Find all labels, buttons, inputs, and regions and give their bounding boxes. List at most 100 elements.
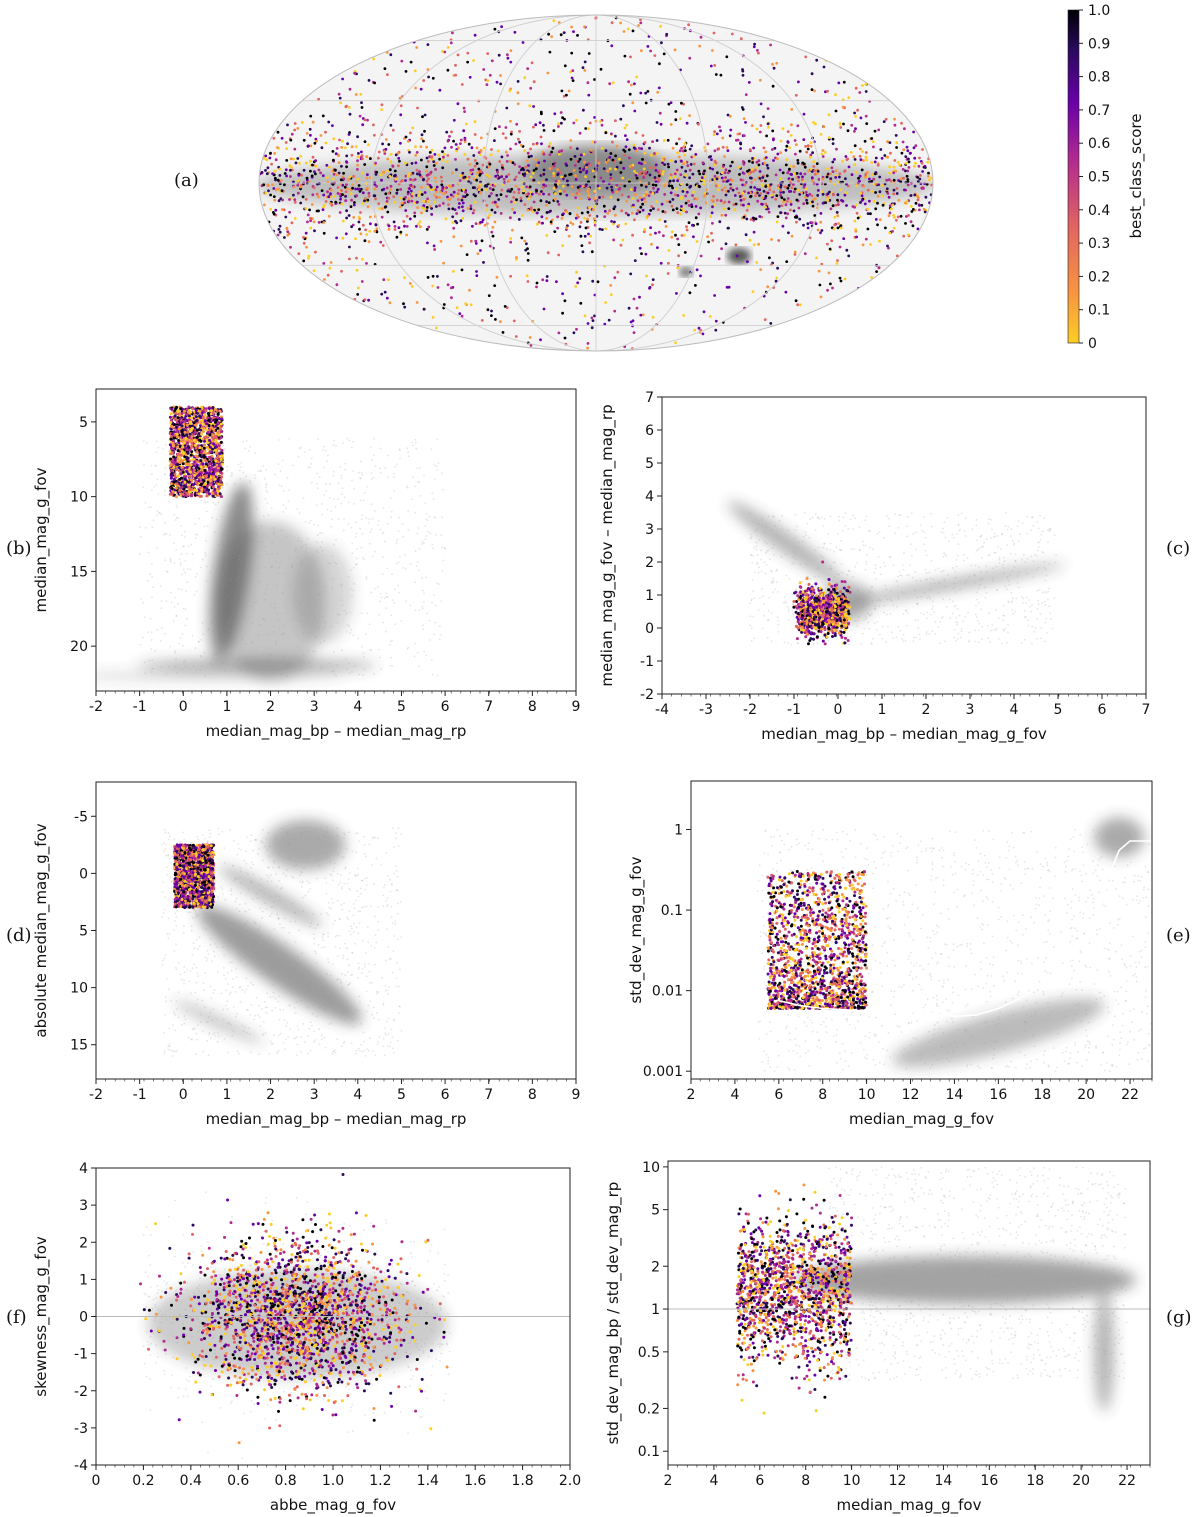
- background-point: [414, 438, 417, 441]
- sky-map-point: [656, 177, 660, 180]
- sky-map-point: [792, 172, 796, 176]
- sky-map-point: [479, 148, 483, 152]
- sky-map-point: [389, 53, 393, 57]
- sky-map-point: [421, 206, 424, 210]
- sky-map-point: [630, 83, 633, 87]
- background-point: [265, 588, 268, 590]
- sky-map-point: [796, 303, 800, 307]
- sky-map-point: [756, 191, 759, 195]
- sky-map-point: [636, 209, 640, 212]
- sky-map-point: [648, 173, 652, 177]
- sky-map-point: [545, 200, 548, 204]
- sky-map-point: [618, 187, 622, 190]
- highlighted-point: [184, 436, 188, 440]
- background-point: [245, 643, 248, 646]
- sky-map-point: [551, 146, 555, 150]
- sky-map-point: [480, 188, 484, 192]
- sky-map-point: [410, 285, 414, 288]
- sky-map-point: [418, 225, 422, 229]
- sky-map-point: [358, 114, 362, 118]
- sky-map-point: [752, 243, 756, 247]
- sky-map-point: [473, 33, 477, 37]
- sky-map-point: [405, 214, 409, 218]
- background-point: [150, 506, 152, 509]
- sky-map-point: [767, 210, 771, 214]
- sky-map-point: [811, 200, 814, 204]
- sky-map-point: [354, 93, 358, 96]
- sky-map-point: [367, 143, 370, 147]
- sky-map-point: [905, 215, 908, 218]
- sky-map-point: [874, 156, 878, 160]
- background-point: [343, 518, 345, 520]
- sky-map-point: [540, 215, 544, 219]
- sky-map-point: [267, 189, 270, 193]
- sky-map-point: [500, 25, 503, 29]
- sky-map-point: [855, 184, 859, 188]
- background-point: [351, 542, 354, 545]
- sky-map-point: [806, 222, 810, 226]
- background-point: [383, 540, 386, 543]
- sky-map-point: [314, 250, 317, 254]
- sky-map-point: [576, 206, 580, 210]
- background-point: [346, 667, 348, 670]
- background-point: [226, 483, 229, 486]
- sky-map-point: [644, 172, 648, 175]
- sky-map-point: [359, 211, 362, 214]
- sky-map-point: [399, 104, 403, 108]
- sky-map-point: [274, 208, 278, 212]
- highlighted-point: [207, 492, 211, 496]
- sky-map-point: [552, 19, 556, 23]
- background-point: [207, 629, 209, 631]
- sky-map-point: [874, 191, 877, 194]
- sky-map-point: [839, 226, 843, 230]
- sky-map-outline: [258, 14, 934, 352]
- sky-map-point: [792, 165, 795, 168]
- highlighted-point: [207, 466, 211, 470]
- background-point: [397, 530, 400, 533]
- sky-map-point: [868, 177, 871, 181]
- sky-map-point: [313, 229, 316, 233]
- background-point: [425, 513, 428, 515]
- sky-map-point: [451, 215, 455, 219]
- sky-map-point: [524, 165, 528, 169]
- sky-map-point: [460, 83, 464, 86]
- sky-map-point: [294, 161, 298, 165]
- sky-map-point: [671, 198, 675, 201]
- sky-map-point: [509, 49, 513, 52]
- sky-map-point: [461, 171, 465, 175]
- sky-map-point: [632, 143, 636, 147]
- sky-map-point: [415, 224, 418, 228]
- sky-map-point: [591, 279, 595, 283]
- background-point: [302, 654, 305, 657]
- sky-map-point: [689, 184, 693, 188]
- sky-map-point: [527, 155, 531, 159]
- sky-map-point: [426, 43, 430, 46]
- background-point: [263, 619, 266, 622]
- sky-map-point: [277, 228, 281, 231]
- sky-map-point: [744, 233, 748, 237]
- highlighted-point: [206, 412, 210, 415]
- sky-map-point: [542, 152, 546, 156]
- background-point: [138, 553, 141, 556]
- background-point: [155, 483, 158, 486]
- background-point: [391, 573, 393, 576]
- background-point: [379, 467, 381, 470]
- sky-map-point: [907, 214, 910, 217]
- sky-map-point: [455, 221, 459, 225]
- sky-map-point: [505, 160, 509, 163]
- sky-map-point: [608, 156, 612, 159]
- highlighted-point: [187, 472, 190, 476]
- sky-map-point: [761, 176, 765, 179]
- sky-map-point: [382, 278, 386, 282]
- sky-map-point: [806, 147, 810, 151]
- sky-map-point: [855, 211, 859, 215]
- sky-map-point: [905, 199, 909, 203]
- sky-map-point: [864, 151, 868, 154]
- highlighted-point: [190, 478, 194, 482]
- background-point: [156, 547, 158, 550]
- sky-map-point: [532, 169, 536, 172]
- sky-map-point: [480, 220, 484, 224]
- sky-map-point: [569, 157, 573, 161]
- sky-map-point: [821, 149, 825, 152]
- background-point: [397, 584, 400, 587]
